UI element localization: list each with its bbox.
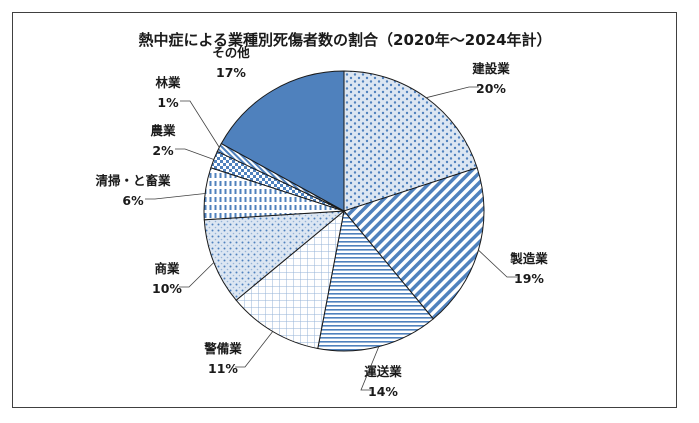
pie-slice — [317, 209, 434, 352]
slice-category-label: その他 — [212, 45, 250, 60]
leader-line — [179, 262, 215, 288]
slice-category-label: 林業 — [155, 75, 181, 90]
slice-labels: 建設業 20% 製造業 19% 運送業 14% 警備業 11% 商業 10% 清掃・と畜業 6% 農業 2… — [95, 45, 548, 399]
slice-value-label: 2% — [152, 143, 174, 158]
pie-slice — [343, 70, 478, 212]
slice-value-label: 6% — [122, 193, 144, 208]
chart-title: 熱中症による業種別死傷者数の割合（2020年～2024年計） — [138, 31, 551, 49]
pie-chart: 熱中症による業種別死傷者数の割合（2020年～2024年計） 建設業 20% 製造業… — [95, 31, 551, 399]
pie-slice — [203, 210, 346, 301]
leader-line — [235, 331, 274, 368]
pie-slice — [235, 209, 345, 350]
slice-category-label: 商業 — [154, 261, 180, 276]
pie-slice — [220, 70, 345, 212]
slice-value-label: 20% — [476, 81, 506, 96]
slice-category-label: 農業 — [150, 123, 176, 138]
leader-line — [180, 100, 220, 148]
slice-category-label: 警備業 — [203, 341, 242, 356]
leader-line — [426, 86, 479, 99]
slice-category-label: 建設業 — [472, 61, 510, 76]
slice-category-label: 運送業 — [364, 364, 402, 379]
pie-slices — [203, 70, 485, 352]
slice-value-label: 1% — [157, 95, 179, 110]
slice-category-label: 清掃・と畜業 — [95, 173, 171, 188]
leader-line — [175, 148, 214, 160]
slice-value-label: 14% — [368, 384, 398, 399]
slice-value-label: 10% — [152, 281, 182, 296]
slice-category-label: 製造業 — [509, 251, 548, 266]
leader-line — [478, 249, 517, 278]
chart-frame: 熱中症による業種別死傷者数の割合（2020年～2024年計） 建設業 20% 製造業… — [12, 12, 677, 408]
slice-value-label: 11% — [208, 361, 238, 376]
leader-line — [145, 193, 206, 200]
pie-slice — [343, 167, 485, 320]
leader-lines — [145, 86, 517, 391]
leader-line — [360, 346, 380, 391]
slice-value-label: 17% — [216, 65, 246, 80]
slice-value-label: 19% — [514, 271, 544, 286]
